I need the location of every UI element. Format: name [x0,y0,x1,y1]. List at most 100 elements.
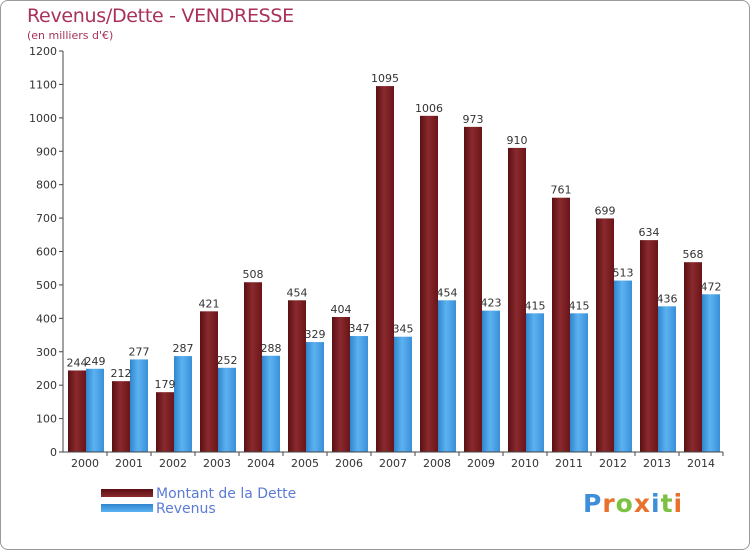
debt-bar-label: 244 [67,356,88,369]
revenue-bar [262,355,280,452]
revenue-bar [86,368,104,452]
logo-letter: t [660,489,674,518]
y-tick-label: 900 [36,145,57,158]
revenue-bar-label: 347 [349,322,370,335]
proxiti-logo: Proxiti [583,489,683,518]
debt-bar-label: 421 [199,297,220,310]
logo-letter: r [602,489,616,518]
debt-bar-label: 568 [683,248,704,261]
debt-bar-label: 634 [639,226,660,239]
debt-bar [200,311,218,452]
revenue-bar [394,336,412,452]
x-tick-label: 2006 [335,457,363,470]
debt-bar-label: 508 [243,268,264,281]
legend-revenue-label: Revenus [156,501,216,517]
x-tick-label: 2013 [643,457,671,470]
y-tick-label: 1200 [29,45,57,58]
revenue-bar [482,310,500,452]
revenue-bar-label: 249 [85,355,106,368]
debt-bar [684,262,702,452]
revenue-bar-label: 415 [569,299,590,312]
y-tick-label: 800 [36,179,57,192]
revenue-bar [438,300,456,452]
y-tick-label: 500 [36,279,57,292]
debt-bar [156,392,174,452]
revenue-bar [570,313,588,452]
logo-letter: x [633,489,651,518]
x-tick-label: 2011 [555,457,583,470]
x-tick-label: 2012 [599,457,627,470]
debt-bar-label: 212 [111,367,132,380]
debt-bar [596,218,614,452]
debt-bar [68,370,86,452]
debt-bar-label: 761 [551,184,572,197]
y-tick-label: 600 [36,246,57,259]
chart-title: Revenus/Dette - VENDRESSE [27,5,294,27]
revenue-bar [658,306,676,452]
debt-bar-label: 179 [155,378,176,391]
revenue-bar [526,313,544,452]
y-tick-label: 1000 [29,112,57,125]
x-tick-label: 2007 [379,457,407,470]
revenue-bar-label: 345 [393,323,414,336]
y-tick-label: 700 [36,212,57,225]
debt-bar [420,115,438,452]
chart-subtitle: (en milliers d'€) [27,29,114,42]
revenue-bar-label: 513 [613,267,634,280]
logo-letter: P [583,489,603,518]
y-tick-label: 1100 [29,78,57,91]
revenue-bar-label: 423 [481,297,502,310]
revenue-bar [702,294,720,452]
debt-bar-label: 910 [507,134,528,147]
x-tick-label: 2010 [511,457,539,470]
y-tick-label: 300 [36,346,57,359]
revenue-bar-label: 472 [701,280,722,293]
debt-bar-label: 454 [287,286,308,299]
x-tick-label: 2002 [159,457,187,470]
x-tick-label: 2009 [467,457,495,470]
revenue-bar-label: 252 [217,354,238,367]
x-tick-label: 2014 [687,457,715,470]
y-tick-label: 400 [36,312,57,325]
revenue-bar [130,359,148,452]
revenue-bar-label: 288 [261,342,282,355]
debt-bar-label: 1006 [415,102,443,115]
x-tick-label: 2004 [247,457,275,470]
x-tick-label: 2003 [203,457,231,470]
debt-bar [244,282,262,452]
revenue-bar-label: 454 [437,286,458,299]
logo-letter: o [615,489,634,518]
debt-bar [332,316,350,452]
revenue-bar [614,280,632,452]
x-tick-label: 2005 [291,457,319,470]
debt-bar [288,300,306,452]
legend-debt-swatch [101,489,153,497]
debt-bar-label: 699 [595,204,616,217]
debt-bar [112,381,130,452]
logo-letter: i [673,489,684,518]
revenue-bar-label: 287 [173,342,194,355]
legend-debt-label: Montant de la Dette [156,486,297,502]
x-tick-label: 2000 [71,457,99,470]
revenue-bar [218,367,236,452]
x-tick-label: 2008 [423,457,451,470]
revenue-bar [174,356,192,452]
revenue-bar-label: 436 [657,292,678,305]
y-tick-label: 100 [36,413,57,426]
revenue-bar [350,336,368,452]
revenue-bar-label: 415 [525,299,546,312]
revenue-bar-label: 277 [129,345,150,358]
revenue-bar-label: 329 [305,328,326,341]
debt-bar [508,147,526,453]
logo-letter: i [651,489,661,518]
x-tick-label: 2001 [115,457,143,470]
debt-bar-label: 1095 [371,72,399,85]
legend-revenue-swatch [101,504,153,512]
debt-bar-label: 973 [463,113,484,126]
y-tick-label: 0 [50,446,57,459]
debt-bar [640,240,658,452]
revenue-bar [306,342,324,452]
debt-bar-label: 404 [331,303,352,316]
